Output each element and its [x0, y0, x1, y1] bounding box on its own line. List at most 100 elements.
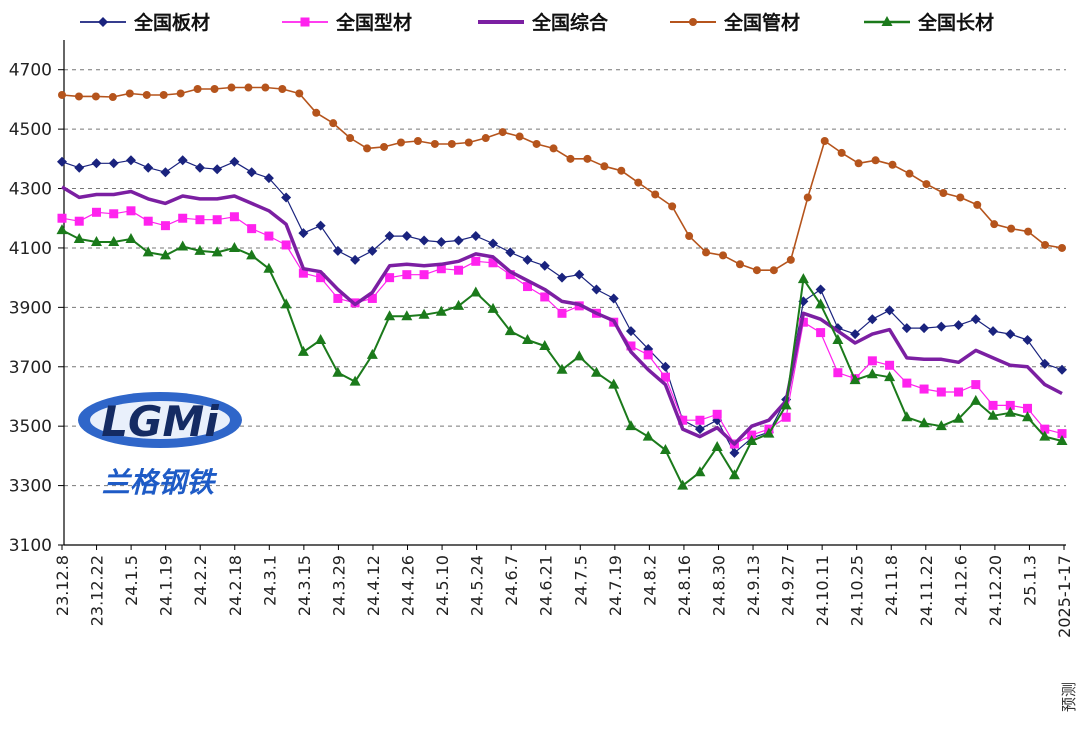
data-point — [470, 286, 482, 297]
data-point — [786, 255, 795, 264]
data-point — [57, 213, 67, 223]
data-point — [600, 162, 609, 171]
data-point — [515, 132, 524, 141]
data-point — [694, 424, 705, 435]
data-point — [160, 221, 170, 231]
data-point — [990, 220, 999, 229]
data-point — [454, 265, 464, 275]
data-point — [418, 308, 430, 319]
legend: 全国板材 全国型材 全国综合 全国管材 全国长材 — [80, 11, 994, 34]
data-point — [247, 224, 257, 234]
x-tick-label: 24.10.11 — [813, 555, 832, 626]
data-point — [1057, 429, 1067, 439]
data-point — [430, 139, 439, 148]
data-point — [935, 420, 947, 431]
data-point — [1022, 335, 1033, 346]
data-point — [1005, 400, 1015, 410]
data-point — [471, 256, 481, 266]
data-point — [91, 158, 102, 169]
data-point — [660, 372, 670, 382]
data-point — [608, 293, 619, 304]
data-point — [881, 16, 893, 26]
y-tick-label: 3100 — [9, 536, 52, 556]
data-point — [973, 200, 982, 209]
data-point — [229, 212, 239, 222]
x-tick-label: 24.5.10 — [433, 555, 452, 616]
data-point — [695, 415, 705, 425]
x-tick-label: 24.10.25 — [848, 555, 867, 626]
data-point — [820, 137, 829, 145]
data-point — [574, 269, 585, 280]
data-point — [125, 89, 134, 98]
data-point — [583, 154, 592, 163]
y-tick-label: 3500 — [9, 417, 52, 437]
data-point — [366, 348, 378, 359]
data-point — [866, 368, 878, 379]
x-tick-label: 24.11.22 — [917, 555, 936, 626]
data-point — [244, 83, 253, 92]
data-point — [193, 85, 202, 94]
data-point — [797, 273, 809, 284]
data-point — [505, 247, 516, 258]
data-point — [953, 412, 965, 423]
data-point — [867, 314, 878, 325]
data-point — [177, 155, 188, 166]
data-point — [780, 399, 792, 410]
legend-label: 全国板材 — [133, 11, 210, 34]
data-point — [970, 314, 981, 325]
x-tick-label: 24.9.27 — [779, 555, 798, 616]
data-point — [540, 292, 550, 302]
data-point — [160, 167, 171, 178]
data-point — [227, 83, 236, 92]
data-point — [815, 298, 827, 309]
forecast-label: 预测 — [1060, 682, 1078, 712]
data-point — [464, 138, 473, 147]
data-point — [263, 173, 274, 184]
data-point — [329, 119, 338, 128]
data-point — [481, 134, 490, 143]
data-point — [590, 366, 602, 377]
data-point — [300, 17, 310, 27]
data-point — [367, 245, 378, 256]
legend-item: 全国型材 — [282, 11, 412, 34]
data-point — [436, 237, 447, 247]
data-point — [803, 193, 812, 202]
data-point — [1058, 243, 1066, 252]
legend-item: 全国板材 — [80, 11, 210, 34]
data-point — [396, 138, 405, 147]
data-point — [419, 270, 429, 280]
legend-label: 全国综合 — [531, 11, 609, 34]
x-tick-label: 23.12.8 — [53, 555, 72, 616]
series-none — [61, 185, 1063, 446]
data-point — [363, 144, 372, 153]
data-point — [195, 215, 205, 225]
data-point — [159, 90, 168, 99]
data-point — [297, 345, 309, 356]
legend-item: 全国管材 — [670, 11, 800, 34]
x-tick-label: 24.1.5 — [122, 555, 141, 606]
data-point — [522, 254, 533, 265]
data-point — [643, 350, 653, 360]
data-point — [159, 249, 171, 260]
data-point — [281, 240, 291, 250]
series-triangle — [56, 224, 1068, 490]
data-point — [109, 209, 119, 219]
legend-item: 全国长材 — [864, 11, 994, 34]
data-point — [295, 89, 304, 98]
data-point — [401, 231, 412, 242]
data-point — [453, 299, 465, 310]
x-tick-label: 2025-1-17 — [1055, 555, 1074, 638]
data-point — [402, 270, 412, 280]
data-point — [1005, 329, 1016, 340]
data-point — [1004, 406, 1016, 417]
logo-ellipse-inner — [90, 401, 230, 439]
data-point — [634, 178, 643, 187]
data-point — [211, 246, 223, 257]
data-point — [178, 213, 188, 223]
data-point — [278, 85, 287, 94]
data-point — [504, 325, 516, 336]
x-tick-label: 24.4.12 — [364, 555, 383, 616]
data-point — [988, 326, 999, 337]
x-tick-label: 24.9.13 — [744, 555, 763, 616]
data-point — [212, 215, 222, 225]
